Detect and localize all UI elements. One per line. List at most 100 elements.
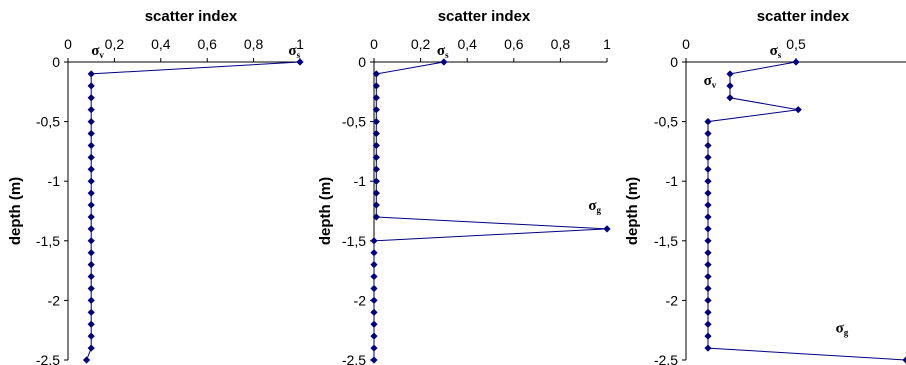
data-point [704, 296, 712, 304]
data-point [87, 213, 95, 221]
y-tick-label: 0 [52, 54, 60, 70]
chart-title: scatter index [438, 8, 531, 25]
x-tick-label: 0,4 [151, 36, 171, 52]
sigma-subscript: g [844, 328, 849, 338]
data-point [370, 284, 378, 293]
x-tick-label: 1 [603, 36, 611, 52]
y-tick-label: -2 [354, 292, 367, 308]
data-point [87, 308, 95, 316]
data-point [87, 225, 95, 233]
x-tick-label: 0 [64, 36, 72, 52]
data-point [704, 284, 712, 293]
data-point [704, 201, 712, 209]
y-axis-label: depth (m) [624, 177, 641, 245]
data-point [372, 165, 380, 173]
y-tick-label: -2 [666, 292, 679, 308]
data-point [794, 106, 802, 114]
y-tick-label: -1,5 [342, 233, 366, 249]
data-point [87, 332, 95, 340]
sigma-annotation: σg [588, 198, 601, 215]
chart-panel-2: scatter index depth (m) 0 0,2 0,4 0,6 0,8 1 0 -0,… [317, 8, 611, 365]
sigma-subscript: v [712, 80, 717, 90]
y-tick-label: -0,5 [36, 114, 60, 130]
y-tick-label: -0,5 [654, 114, 678, 130]
data-point [370, 237, 378, 245]
data-point [372, 153, 380, 161]
series-line [86, 61, 301, 361]
y-axis-label: depth (m) [7, 177, 24, 245]
sigma-subscript: v [99, 50, 104, 60]
data-point [87, 320, 95, 328]
y-tick-label: -2,5 [654, 352, 678, 365]
data-point [370, 320, 378, 328]
y-tick-label: -1,5 [36, 233, 60, 249]
data-point [87, 261, 95, 269]
data-point [87, 106, 95, 114]
data-point [704, 237, 712, 245]
data-point [704, 308, 712, 316]
series-line [707, 61, 906, 361]
data-point [704, 272, 712, 281]
data-point [726, 82, 734, 90]
data-point [704, 177, 712, 185]
data-point [372, 94, 380, 102]
data-point [87, 189, 95, 197]
data-point [87, 296, 95, 304]
sigma-subscript: s [445, 50, 449, 60]
data-point [372, 213, 380, 221]
y-tick-label: 0 [358, 54, 366, 70]
x-tick-label: 0 [682, 36, 690, 52]
data-point [296, 58, 304, 66]
chart-title: scatter index [145, 8, 238, 25]
x-tick-label: 0,4 [457, 36, 477, 52]
data-point [704, 141, 712, 150]
x-tick-label: 0,5 [786, 36, 806, 52]
data-point [704, 261, 712, 269]
data-point [704, 165, 712, 173]
data-point [87, 141, 95, 150]
data-point [87, 70, 95, 78]
data-point [370, 308, 378, 316]
sigma-annotation: σg [836, 321, 849, 338]
data-point [87, 344, 95, 352]
data-point [87, 237, 95, 245]
data-point [370, 261, 378, 269]
data-point [372, 141, 380, 150]
data-point [704, 153, 712, 161]
data-point [87, 249, 95, 257]
data-point [370, 272, 378, 281]
data-point [704, 129, 712, 138]
data-point [87, 82, 95, 90]
y-tick-label: -1 [354, 173, 367, 189]
data-point [704, 213, 712, 221]
data-point [370, 344, 378, 352]
x-tick-label: 0,2 [105, 36, 125, 52]
sigma-subscript: s [297, 50, 301, 60]
data-point [370, 332, 378, 340]
data-point [87, 272, 95, 281]
y-tick-label: -1,5 [654, 233, 678, 249]
data-point [603, 225, 611, 233]
data-point [704, 332, 712, 340]
y-tick-label: 0 [670, 54, 678, 70]
series-line [373, 61, 608, 360]
data-point [372, 82, 380, 90]
chart-title: scatter index [757, 8, 850, 25]
data-point [704, 344, 712, 352]
x-tick-label: 0,6 [197, 36, 217, 52]
sigma-annotation: σs [770, 43, 782, 60]
data-point [440, 58, 448, 66]
x-tick-label: 0,2 [411, 36, 431, 52]
sigma-annotation: σv [91, 43, 104, 60]
data-point [792, 58, 800, 66]
data-point [704, 320, 712, 328]
data-point [704, 189, 712, 197]
chart-panel-3: scatter index depth (m) 0 0,5 0 -0,5 -1 -1,5 -2 -… [624, 8, 906, 365]
data-point [372, 118, 380, 126]
data-point [372, 129, 380, 138]
y-tick-label: -2 [48, 292, 61, 308]
data-point [704, 249, 712, 257]
data-point [87, 153, 95, 161]
data-point [370, 296, 378, 304]
